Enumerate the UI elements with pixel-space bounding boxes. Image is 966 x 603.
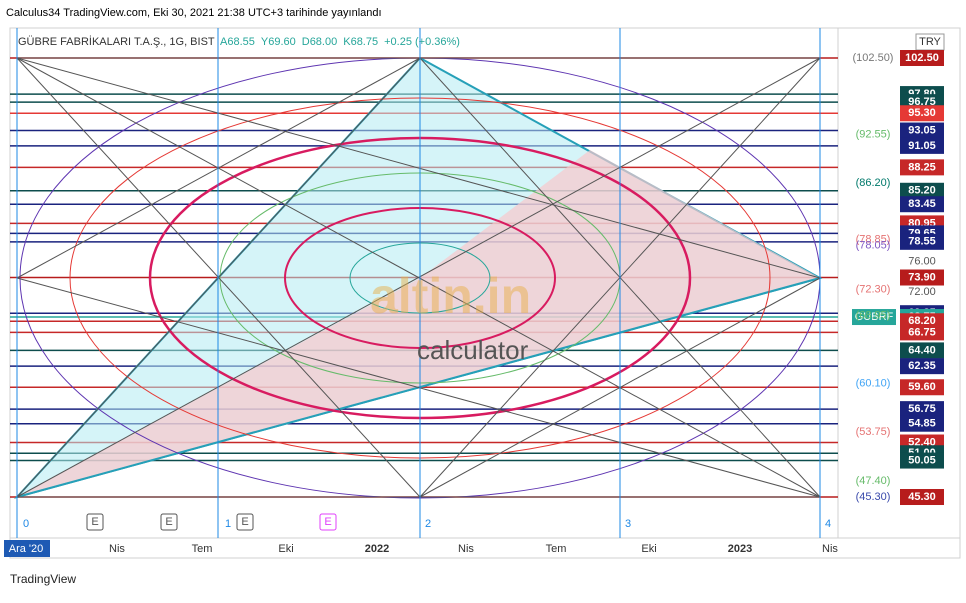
time-highlight bbox=[4, 540, 50, 557]
ohlc-value: K68.75 bbox=[343, 36, 378, 48]
chart-frame bbox=[9, 27, 961, 559]
time-label: Ara '20 bbox=[9, 543, 44, 555]
currency: TRY bbox=[919, 36, 941, 48]
earnings-box bbox=[236, 513, 254, 531]
watermark-brand: altin.in bbox=[370, 268, 531, 324]
price-label: 83.45 bbox=[908, 198, 936, 210]
time-label: 2022 bbox=[365, 543, 389, 555]
earnings-box bbox=[86, 513, 104, 531]
price-label-box bbox=[900, 122, 944, 139]
price-label-box bbox=[900, 342, 944, 359]
price-label: 73.90 bbox=[908, 271, 936, 283]
gann-label: (47.40) bbox=[856, 475, 891, 487]
time-label: Nis bbox=[822, 543, 838, 555]
symbol: GÜBRE FABRİKALARI T.A.Ş., 1G, BIST bbox=[18, 35, 215, 48]
price-label-box bbox=[900, 196, 944, 213]
watermark-sub: calculator bbox=[417, 335, 529, 365]
cycle-number: 1 bbox=[225, 518, 231, 530]
gann-label: (72.30) bbox=[856, 284, 891, 296]
price-label: 95.30 bbox=[908, 107, 936, 119]
title: Calculus34 TradingView.com, Eki 30, 2021… bbox=[6, 7, 382, 19]
ohlc-value: D68.00 bbox=[302, 36, 337, 48]
earnings-marker: E bbox=[324, 516, 331, 528]
price-label-box bbox=[900, 105, 944, 122]
price-label: 45.30 bbox=[908, 491, 936, 503]
gann-label: (45.30) bbox=[856, 491, 891, 503]
gann-label: (68.95) bbox=[856, 309, 891, 321]
price-label: 66.75 bbox=[908, 326, 936, 338]
gann-lines bbox=[16, 57, 821, 498]
price-tick: 72.00 bbox=[908, 286, 936, 298]
earnings-marker: E bbox=[241, 516, 248, 528]
cycle-number: 2 bbox=[425, 518, 431, 530]
price-label: 64.40 bbox=[908, 344, 936, 356]
price-label: 62.35 bbox=[908, 360, 936, 372]
gann-label: (86.20) bbox=[856, 177, 891, 189]
ohlc-value: +0.25 (+0.36%) bbox=[384, 36, 460, 48]
price-label-box bbox=[900, 269, 944, 286]
earnings-marker: E bbox=[165, 516, 172, 528]
price-label: 88.25 bbox=[908, 161, 936, 173]
time-label: Tem bbox=[192, 543, 213, 555]
gann-drawing bbox=[13, 28, 823, 538]
price-label: 78.55 bbox=[908, 236, 936, 248]
earnings-box bbox=[160, 513, 178, 531]
gann-label: (53.75) bbox=[856, 426, 891, 438]
cycle-lines bbox=[16, 28, 821, 538]
price-label: 96.75 bbox=[908, 96, 936, 108]
price-label-box bbox=[900, 489, 944, 506]
price-label-box bbox=[900, 159, 944, 176]
price-label-box bbox=[900, 415, 944, 432]
symbol-tag: GUBRF bbox=[855, 311, 894, 323]
footer-logo: TradingView bbox=[10, 572, 76, 586]
price-label-box bbox=[900, 324, 944, 341]
price-label-box bbox=[900, 182, 944, 199]
price-label-box bbox=[900, 137, 944, 154]
gann-label: (78.85) bbox=[856, 233, 891, 245]
time-label: Nis bbox=[109, 543, 125, 555]
ohlc-value: Y69.60 bbox=[261, 36, 296, 48]
gann-label: (102.50) bbox=[853, 52, 894, 64]
price-tick: 76.00 bbox=[908, 255, 936, 267]
price-label-box bbox=[900, 379, 944, 396]
time-label: 2023 bbox=[728, 543, 752, 555]
price-label: 68.20 bbox=[908, 315, 936, 327]
earnings-box bbox=[319, 513, 337, 531]
price-label: 93.05 bbox=[908, 124, 936, 136]
earnings-marker: E bbox=[91, 516, 98, 528]
time-label: Eki bbox=[641, 543, 656, 555]
price-label-box bbox=[900, 50, 944, 66]
cycle-number: 0 bbox=[23, 518, 29, 530]
price-label-box bbox=[900, 233, 944, 250]
time-label: Tem bbox=[546, 543, 567, 555]
cycle-number: 3 bbox=[625, 518, 631, 530]
gann-label: (60.10) bbox=[856, 377, 891, 389]
price-label: 54.85 bbox=[908, 418, 936, 430]
price-label-box bbox=[900, 401, 944, 418]
price-label: 91.05 bbox=[908, 140, 936, 152]
price-label: 102.50 bbox=[905, 52, 939, 64]
price-label: 50.05 bbox=[908, 454, 936, 466]
symbol-tag-box bbox=[852, 309, 896, 326]
price-label-box bbox=[900, 452, 944, 469]
price-label: 85.20 bbox=[908, 185, 936, 197]
time-label: Eki bbox=[278, 543, 293, 555]
price-label-box bbox=[900, 358, 944, 375]
gann-label: (78.05) bbox=[856, 240, 891, 252]
ohlc-value: A68.55 bbox=[220, 36, 255, 48]
price-label: 59.60 bbox=[908, 381, 936, 393]
price-label: 56.75 bbox=[908, 403, 936, 415]
gann-label: (92.55) bbox=[856, 128, 891, 140]
cycle-number: 4 bbox=[825, 518, 831, 530]
time-label: Nis bbox=[458, 543, 474, 555]
